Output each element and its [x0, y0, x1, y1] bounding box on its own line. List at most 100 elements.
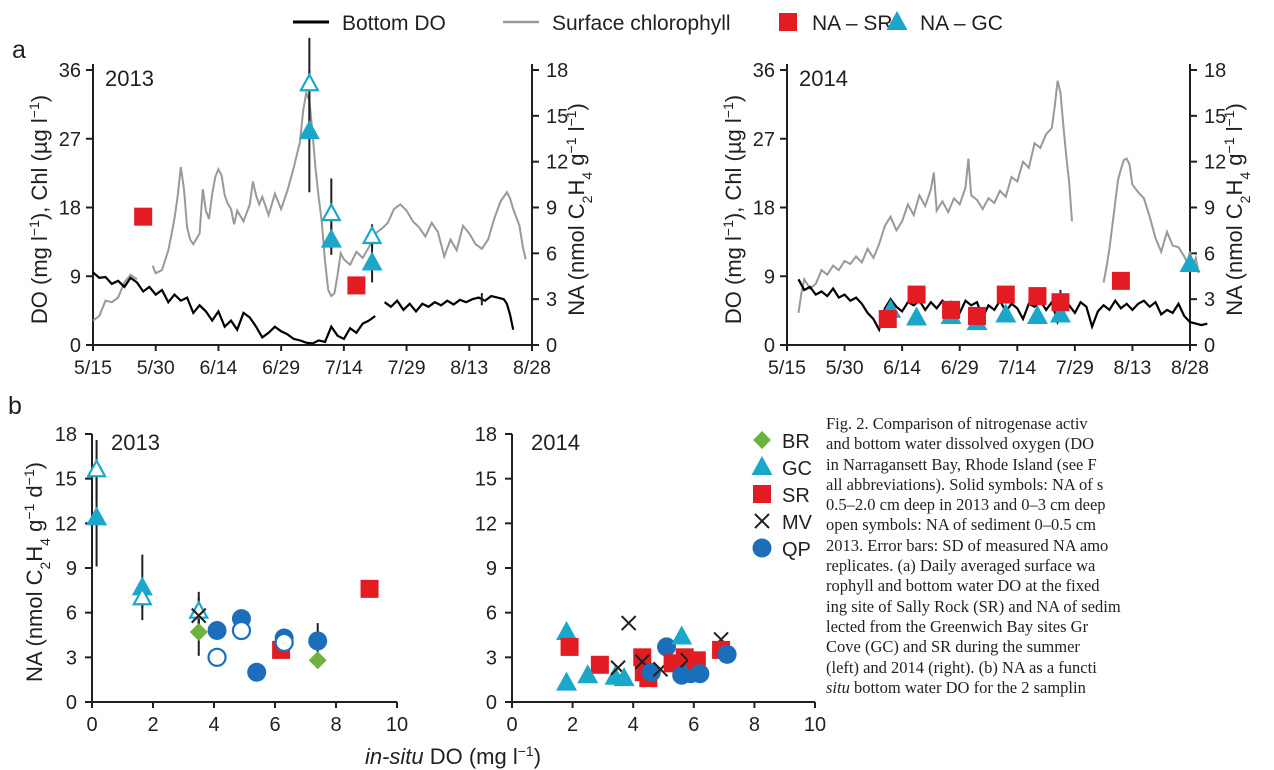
y-right-tick-label: 15 [1204, 106, 1226, 128]
caption-text: 0.5–2.0 cm deep in 2013 and 0–3 cm deep [826, 495, 1106, 515]
y-tick-label: 0 [66, 692, 77, 714]
x-tick-label: 6/29 [941, 357, 979, 379]
y-tick-label: 6 [486, 603, 497, 625]
caption-line: Fig. 2. Comparison of nitrogenase activ [826, 414, 1274, 434]
caption-text: Fig. 2. Comparison of nitrogenase activ [826, 414, 1088, 433]
na-gc-point [1026, 304, 1048, 324]
na-sr-point [878, 310, 897, 329]
axis-label-part: NA (nmol C [22, 569, 47, 682]
y-left-tick-label: 36 [753, 60, 775, 82]
na-gc-point [361, 251, 383, 271]
caption-text: rophyll and bottom water DO at the fixed [826, 576, 1100, 596]
legend-b-label-br: BR [782, 431, 810, 453]
axis-label-part: 4 [579, 172, 595, 180]
na-sr-point [942, 300, 961, 319]
y-axis-label: NA (nmol C2H4 g−1 d−1) [21, 462, 53, 682]
panel-label-a: a [12, 36, 26, 64]
caption-text: (left) and 2014 (right). (b) NA as a fun… [826, 657, 1097, 677]
axis-label-part: l [1222, 127, 1247, 138]
point-gc [86, 506, 108, 526]
point-gc [613, 667, 635, 687]
chlorophyll-line [92, 273, 138, 322]
na-sr-point [1028, 287, 1047, 306]
x-tick-label: 4 [208, 714, 219, 736]
y-right-tick-label: 9 [1204, 198, 1215, 220]
y-right-tick-label: 3 [1204, 289, 1215, 311]
y-right-tick-label: 15 [546, 106, 568, 128]
point-qp [207, 621, 227, 641]
axis-label-part: l [564, 127, 589, 138]
y-tick-label: 18 [475, 424, 497, 446]
legend-b-symbol-sr [753, 485, 771, 503]
b-x-axis-label: in-situ DO (mg l−1) [365, 743, 541, 769]
y-tick-label: 9 [66, 558, 77, 580]
caption-text: Cove (GC) and SR during the summer [826, 637, 1080, 657]
caption-line: 0.5–2.0 cm deep in 2013 and 0–3 cm deep [826, 495, 1274, 515]
y-tick-label: 3 [486, 647, 497, 669]
bottom-do-line [383, 294, 515, 330]
point-mv [191, 607, 207, 624]
legend-b-symbol-br [753, 431, 771, 449]
panel-year-title: 2013 [111, 430, 160, 455]
na-gc-point [995, 303, 1017, 323]
caption-line: lected from the Greenwich Bay sites Gr [826, 617, 1274, 637]
na-gc-open-point [361, 225, 383, 245]
caption-line: and bottom water dissolved oxygen (DO [826, 434, 1274, 454]
legend-b-label-gc: GC [782, 458, 812, 480]
panel-year-title: 2014 [531, 430, 580, 455]
na-gc-point [906, 306, 928, 326]
x-axis-label: in-situ DO (mg l−1) [365, 743, 541, 769]
point-gc [131, 576, 153, 596]
panel-b-2014: 0 3 6 9 12 15 18 0 2 4 6 8 10 2014 [475, 424, 826, 736]
chlorophyll-line [797, 80, 1073, 314]
axis-label-part: −1 [1221, 137, 1237, 153]
y-right-tick-label: 12 [1204, 152, 1226, 174]
axis-label-part: −1 [563, 110, 579, 126]
y-right-tick-label: 3 [546, 289, 557, 311]
caption-line: 2013. Error bars: SD of measured NA amo [826, 536, 1274, 556]
axis-label-part: DO (mg l [721, 236, 746, 324]
figure-caption: Fig. 2. Comparison of nitrogenase activ a… [826, 414, 1274, 770]
point-gc [556, 621, 578, 641]
legend-b: BR GC SR MV QP [751, 431, 813, 561]
axis-label-part: ) [564, 103, 589, 110]
x-tick-label: 8/13 [450, 357, 488, 379]
point-qp [690, 664, 710, 684]
na-sr-point [907, 285, 926, 304]
axis-label-part: −1 [563, 137, 579, 153]
x-tick-label: 8 [749, 714, 760, 736]
legend-b-symbol-qp [752, 538, 772, 558]
y-left-tick-label: 0 [70, 335, 81, 357]
panel-year-title: 2013 [105, 66, 154, 91]
axis-label-part: ) [721, 95, 746, 102]
axis-label-part: 2 [37, 561, 53, 569]
axis-label-part: −1 [21, 469, 37, 485]
axis-label-part: ) [1222, 103, 1247, 110]
axis-label-part: DO (mg l [27, 236, 52, 324]
y-left-tick-label: 9 [70, 266, 81, 288]
axis-label-part: 2 [1237, 195, 1253, 203]
y-right-tick-label: 18 [1204, 60, 1226, 82]
axis-label-part: H [564, 180, 589, 196]
legend-b-symbol-gc [751, 456, 773, 475]
point-gc-open [188, 599, 210, 619]
y-left-tick-label: 9 [764, 266, 775, 288]
y-tick-label: 15 [55, 469, 77, 491]
point-gc-open [86, 458, 107, 478]
axis-label-part: ) [534, 744, 541, 769]
y-left-tick-label: 18 [59, 198, 81, 220]
point-qp [641, 662, 661, 682]
na-gc-point [1179, 253, 1201, 273]
na-gc-point [298, 120, 320, 140]
x-tick-label: 8 [330, 714, 341, 736]
caption-text: lected from the Greenwich Bay sites Gr [826, 616, 1089, 636]
x-tick-label: 8/28 [1171, 357, 1209, 379]
y-tick-label: 12 [55, 513, 77, 535]
y-left-axis-label: DO (mg l−1), Chl (µg l−1) [26, 95, 52, 324]
point-qp-open [231, 620, 252, 641]
axis-label-italic: in-situ [365, 744, 424, 769]
axis-label-part: H [1222, 180, 1247, 196]
axis-label-part: 4 [37, 538, 53, 546]
y-tick-label: 6 [66, 603, 77, 625]
